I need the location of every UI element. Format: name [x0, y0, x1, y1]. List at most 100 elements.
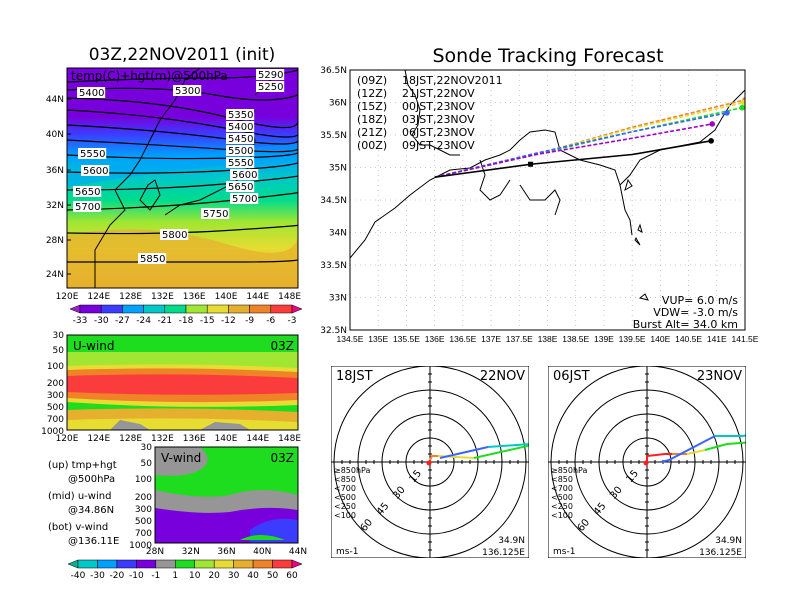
lat-tick-label: 36N: [217, 547, 235, 557]
colorbar-label: 50: [267, 571, 279, 581]
pressure-legend-label: <100: [551, 511, 573, 520]
contour-label-bg: [78, 148, 107, 159]
contour-label: 5600: [232, 170, 257, 181]
pressure-legend-label: <850: [551, 475, 573, 484]
v-wind-frame: [154, 446, 299, 544]
lon-tick-label: 141E: [707, 334, 727, 344]
colorbar-label: -30: [90, 571, 105, 581]
lat-tick-label: 36N: [46, 166, 64, 176]
u-wind-field: [67, 335, 298, 430]
lon-tick-label: 138E: [538, 334, 558, 344]
colorbar-label: 40: [247, 571, 259, 581]
colorbar-label: -10: [129, 571, 144, 581]
colorbar-label: 30: [228, 571, 240, 581]
contour-label-bg: [226, 133, 255, 144]
colorbar-swatch: [206, 304, 229, 314]
contour-label: 5290: [258, 70, 283, 81]
hodograph-date: 23NOV: [697, 369, 742, 384]
lon-tick-label: 148E: [278, 292, 301, 302]
lat-tick-label: 35.5N: [320, 131, 347, 141]
colorbar-swatch: [143, 304, 166, 314]
lon-tick-label: 140.5E: [675, 334, 702, 344]
contour-label-bg: [226, 109, 255, 120]
lon-tick-label: 135E: [368, 334, 388, 344]
hodograph-unit: ms-1: [336, 547, 358, 557]
hodograph-time: 06JST: [553, 369, 590, 384]
colorbar-label: 20: [208, 571, 220, 581]
track-12Z: [434, 123, 713, 179]
pressure-tick-label: 300: [135, 505, 152, 515]
tracking-frame: [349, 69, 746, 331]
colorbar-swatch: [228, 304, 250, 314]
hodograph-segment: [439, 446, 489, 459]
contour-label-bg: [230, 169, 259, 180]
legend-jst: 09JST,23NOV: [402, 139, 475, 152]
legend-jst: 00JST,23NOV: [402, 100, 475, 113]
legend-utc: (12Z): [357, 87, 387, 100]
colorbar-swatch: [122, 304, 144, 314]
track-15Z: [434, 112, 728, 179]
colorbar-swatch: [233, 559, 254, 569]
pressure-legend-label: ≥850hPa: [551, 466, 588, 475]
legend-utc: (18Z): [357, 113, 387, 126]
hodograph-segment: [646, 453, 672, 462]
colorbar-swatch: [272, 559, 293, 569]
hodograph-lat: 34.9N: [498, 536, 525, 546]
contour-label-bg: [160, 229, 189, 240]
lon-tick-label: 140E: [650, 334, 670, 344]
lon-tick-label: 120E: [56, 434, 79, 444]
pressure-legend-label: <500: [334, 493, 356, 502]
colorbar-label: -33: [73, 316, 88, 326]
pressure-tick-label: 100: [47, 362, 64, 372]
colorbar-label: 60: [286, 571, 298, 581]
upper-map-title: 03Z,22NOV2011 (init): [89, 45, 276, 65]
hodograph-segment: [715, 434, 746, 437]
lat-tick-label: 35N: [329, 164, 347, 174]
track-marker: [528, 161, 534, 167]
hodograph-unit: ms-1: [553, 547, 575, 557]
contour-label-bg: [138, 253, 167, 264]
lat-tick-label: 33.5N: [320, 261, 347, 271]
lat-tick-label: 36.5N: [320, 66, 347, 76]
hodograph-lat: 34.9N: [715, 536, 742, 546]
pressure-tick-label: 700: [135, 529, 152, 539]
contour-label-bg: [226, 145, 255, 156]
colorbar-swatch: [249, 304, 272, 314]
colorbar-swatch: [164, 304, 187, 314]
note-label: @34.86N: [68, 505, 114, 516]
contour-label: 5400: [79, 88, 104, 99]
colorbar-label: -27: [115, 316, 130, 326]
contour-label-bg: [173, 85, 202, 96]
lon-tick-label: 137E: [481, 334, 501, 344]
colorbar-label: -40: [71, 571, 86, 581]
lon-tick-label: 139E: [594, 334, 614, 344]
colorbar-label: -21: [157, 316, 172, 326]
lat-tick-label: 32N: [182, 547, 200, 557]
lat-tick-label: 34N: [329, 229, 347, 239]
lat-tick-label: 44N: [46, 95, 64, 105]
pressure-legend-label: <100: [334, 511, 356, 520]
lat-tick-label: 32.5N: [320, 326, 347, 336]
contour-label: 5500: [228, 146, 253, 157]
contour-label-bg: [201, 208, 230, 219]
contour-label: 5750: [203, 209, 228, 220]
colorbar-swatch: [252, 559, 273, 569]
pressure-legend-label: <250: [551, 502, 573, 511]
colorbar-label: -9: [245, 316, 254, 326]
lon-tick-label: 136E: [425, 334, 445, 344]
hodograph-time: 18JST: [336, 369, 373, 384]
lon-tick-label: 128E: [119, 434, 142, 444]
lon-tick-label: 124E: [87, 292, 110, 302]
pressure-tick-label: 200: [47, 379, 64, 389]
colorbar-label: -3: [288, 316, 297, 326]
lon-tick-label: 144E: [246, 434, 269, 444]
pressure-tick-label: 30: [53, 331, 65, 341]
upper-map-subtitle: temp(C)+hgt(m)@500hPa: [71, 69, 228, 83]
colorbar-label: -1: [151, 571, 160, 581]
colorbar-swatch: [100, 304, 123, 314]
colorbar-swatch: [175, 559, 195, 569]
colorbar-max-arrow: [291, 559, 303, 569]
colorbar-swatch: [185, 304, 208, 314]
pressure-legend-label: <500: [551, 493, 573, 502]
